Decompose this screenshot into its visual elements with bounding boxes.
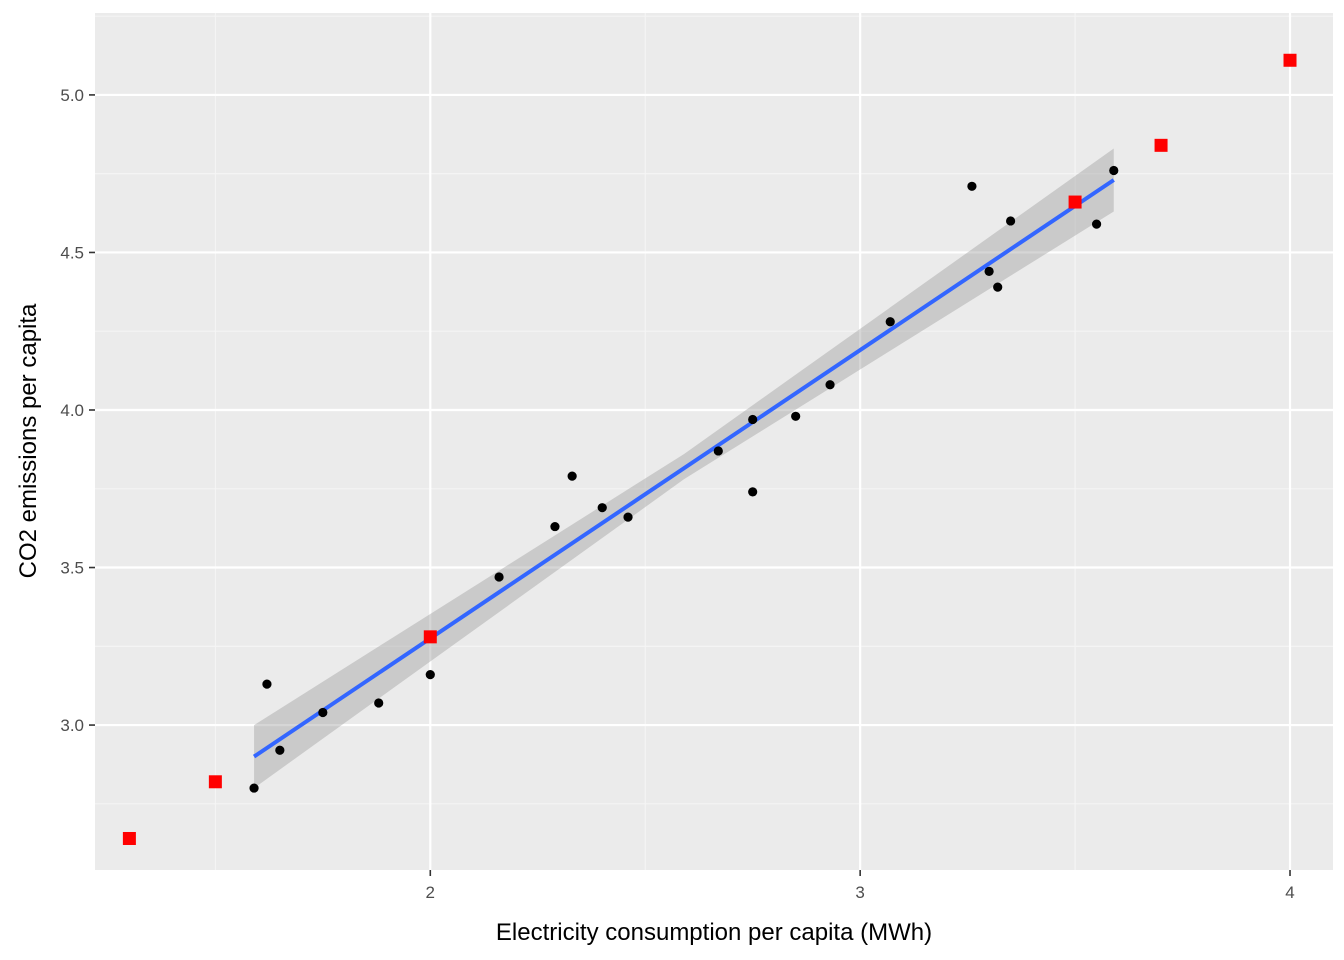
data-point — [885, 317, 895, 327]
data-point — [993, 282, 1003, 292]
data-point — [791, 411, 801, 421]
data-point — [623, 512, 633, 522]
x-axis-ticks: 2 3 4 — [426, 870, 1295, 902]
data-point — [262, 679, 272, 689]
data-points — [122, 53, 1297, 845]
data-point — [374, 698, 384, 708]
data-point — [550, 521, 560, 532]
data-point — [748, 414, 758, 425]
data-point — [249, 783, 259, 793]
y-tick-label: 5.0 — [60, 86, 84, 105]
y-tick-label: 3.0 — [60, 716, 84, 735]
data-point — [1109, 165, 1119, 176]
y-tick-label: 3.5 — [60, 559, 84, 578]
highlight-point — [1283, 53, 1297, 67]
x-tick-label: 2 — [426, 883, 435, 902]
data-point — [275, 745, 285, 755]
fit-line-group — [252, 178, 1115, 759]
data-point — [567, 471, 577, 481]
regression-line — [252, 178, 1115, 759]
highlight-point — [122, 831, 136, 845]
y-tick-label: 4.0 — [60, 401, 84, 420]
y-axis-ticks: 3.0 3.5 4.0 4.5 5.0 — [60, 86, 95, 735]
grid-lines — [95, 13, 1333, 870]
data-point — [967, 181, 977, 191]
data-point — [597, 503, 607, 513]
x-axis-title: Electricity consumption per capita (MWh) — [496, 919, 932, 946]
data-point — [425, 670, 435, 680]
highlight-point — [208, 775, 222, 789]
highlight-point — [1068, 195, 1082, 209]
y-axis-title: CO2 emissions per capita — [15, 303, 42, 578]
highlight-point — [423, 630, 437, 644]
data-point — [1091, 219, 1102, 229]
x-tick-label: 3 — [855, 883, 864, 902]
data-point — [825, 380, 835, 390]
data-point — [494, 572, 504, 582]
data-point — [984, 266, 994, 276]
data-point — [1006, 216, 1016, 226]
data-point — [318, 707, 328, 718]
highlight-point — [1154, 138, 1168, 152]
y-tick-label: 4.5 — [60, 243, 84, 262]
x-tick-label: 4 — [1285, 883, 1294, 902]
data-point — [748, 487, 758, 497]
data-point — [713, 446, 723, 456]
